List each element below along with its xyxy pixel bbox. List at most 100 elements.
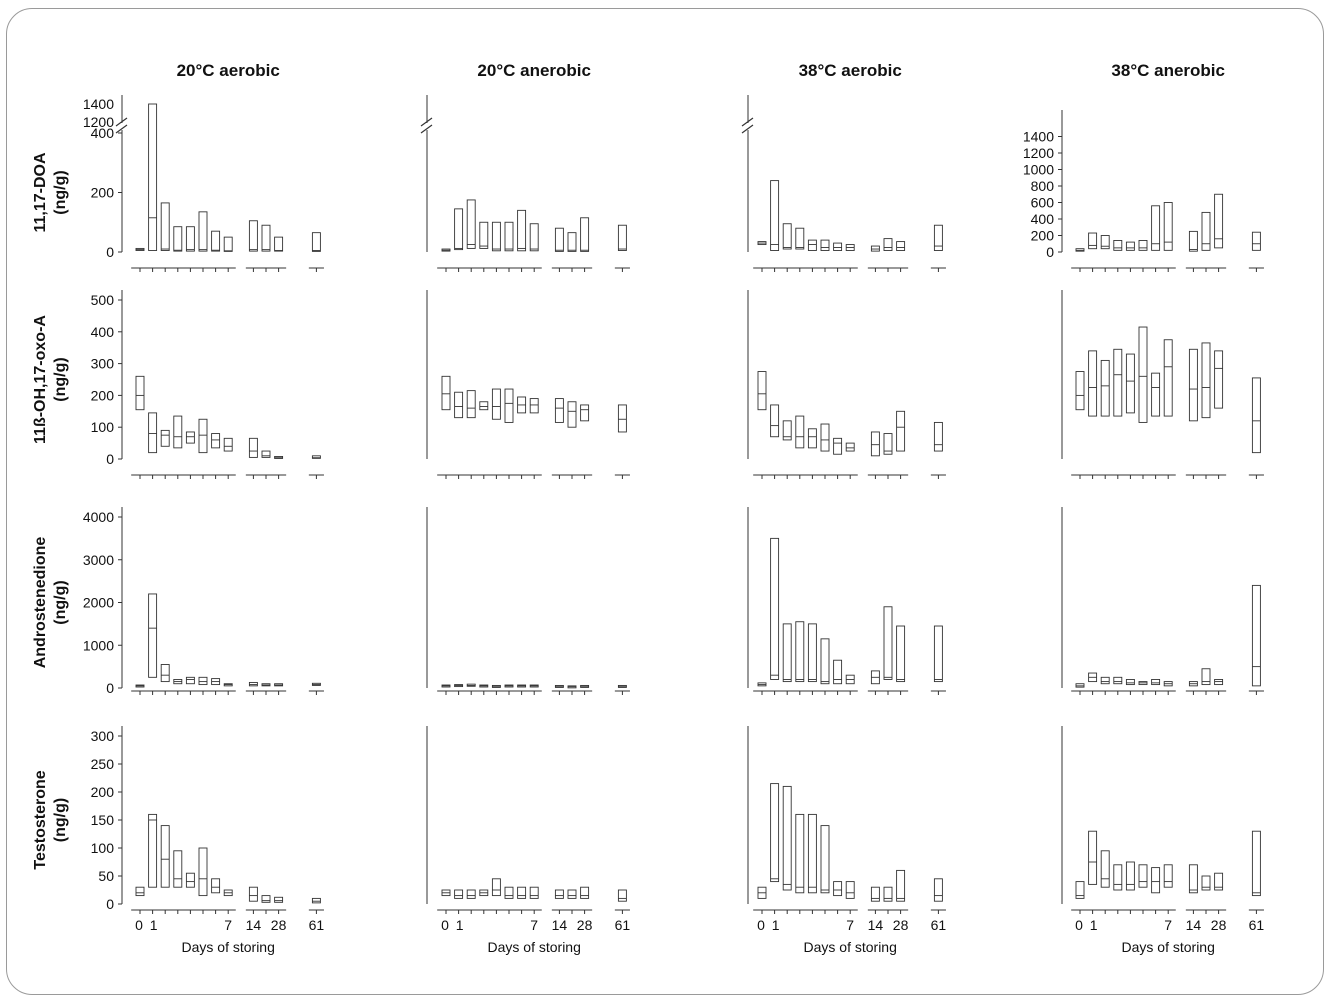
axis-break-mark-a-0 bbox=[115, 117, 128, 127]
y-tick-label: 600 bbox=[1031, 195, 1055, 211]
column-title-3: 38°C aerobic bbox=[799, 61, 902, 80]
box-day-7 bbox=[223, 437, 233, 452]
x-tick-label-7: 7 bbox=[530, 917, 538, 933]
box-day-1 bbox=[454, 208, 464, 251]
box-day-61 bbox=[311, 232, 321, 252]
box-day-0 bbox=[135, 886, 145, 897]
row-label-3-line-2: (ng/g) bbox=[52, 580, 69, 624]
box-day-5 bbox=[198, 676, 208, 686]
box-day-1 bbox=[1088, 232, 1098, 250]
x-tick-label-0: 0 bbox=[441, 917, 449, 933]
box-day-3 bbox=[1113, 348, 1123, 417]
x-tick-label-14: 14 bbox=[246, 917, 262, 933]
box-day-7 bbox=[529, 398, 539, 414]
box-day-28 bbox=[580, 886, 590, 899]
box-day-61 bbox=[933, 625, 943, 683]
row-label-1-line-2: (ng/g) bbox=[52, 170, 69, 214]
row-label-2-line-2: (ng/g) bbox=[52, 357, 69, 401]
x-axis-title: Days of storing bbox=[804, 939, 897, 955]
box-day-6 bbox=[517, 886, 527, 899]
box-day-21 bbox=[883, 433, 893, 455]
box-day-61 bbox=[933, 878, 943, 902]
row-label-1-line-1: 11,17-DOA bbox=[32, 152, 49, 232]
box-day-3 bbox=[173, 226, 183, 252]
box-day-6 bbox=[833, 242, 843, 251]
box-day-3 bbox=[795, 415, 805, 449]
box-day-2 bbox=[160, 429, 170, 447]
x-axis-title: Days of storing bbox=[1122, 939, 1215, 955]
x-tick-label-0: 0 bbox=[1075, 917, 1083, 933]
row-label-4-line-2: (ng/g) bbox=[52, 798, 69, 842]
box-day-6 bbox=[1151, 205, 1161, 251]
box-day-6 bbox=[1151, 867, 1161, 894]
box-day-21 bbox=[261, 450, 271, 458]
box-day-6 bbox=[833, 437, 843, 455]
box-day-1 bbox=[148, 813, 158, 888]
column-title-4: 38°C anerobic bbox=[1111, 61, 1225, 80]
box-day-2 bbox=[1100, 850, 1110, 888]
y-tick-label-break: 1400 bbox=[83, 96, 114, 112]
box-day-2 bbox=[160, 825, 170, 888]
column-title-2: 20°C anerobic bbox=[477, 61, 591, 80]
box-day-21 bbox=[1201, 875, 1211, 891]
y-tick-label: 200 bbox=[91, 185, 115, 201]
box-day-6 bbox=[1151, 372, 1161, 417]
x-tick-label-14: 14 bbox=[552, 917, 568, 933]
y-tick-label: 0 bbox=[1046, 244, 1054, 260]
x-tick-label-14: 14 bbox=[868, 917, 884, 933]
box-day-61 bbox=[933, 224, 943, 251]
box-day-5 bbox=[820, 638, 830, 685]
box-day-1 bbox=[770, 783, 780, 883]
box-day-5 bbox=[198, 211, 208, 252]
box-day-1 bbox=[148, 593, 158, 678]
box-day-61 bbox=[311, 897, 321, 904]
box-day-0 bbox=[1075, 881, 1085, 899]
box-day-4 bbox=[185, 431, 195, 444]
box-day-4 bbox=[1125, 353, 1135, 414]
box-day-28 bbox=[896, 869, 906, 902]
box-day-5 bbox=[198, 847, 208, 897]
y-tick-label: 0 bbox=[106, 896, 114, 912]
y-tick-label: 0 bbox=[106, 680, 114, 696]
box-day-6 bbox=[517, 209, 527, 252]
box-day-7 bbox=[223, 236, 233, 252]
box-day-4 bbox=[491, 388, 501, 420]
box-day-0 bbox=[135, 375, 145, 411]
box-day-4 bbox=[185, 872, 195, 888]
box-day-2 bbox=[1100, 235, 1110, 250]
box-day-0 bbox=[441, 375, 451, 411]
y-tick-label: 300 bbox=[91, 728, 115, 744]
box-day-28 bbox=[580, 404, 590, 422]
box-day-2 bbox=[466, 390, 476, 419]
x-tick-label-61: 61 bbox=[1249, 917, 1265, 933]
axis-break-mark-b-1 bbox=[420, 124, 433, 134]
box-day-14 bbox=[1188, 864, 1198, 894]
box-day-28 bbox=[896, 241, 906, 251]
y-tick-label: 1400 bbox=[1023, 129, 1054, 145]
y-tick-label: 50 bbox=[98, 868, 114, 884]
y-tick-label: 100 bbox=[91, 419, 115, 435]
box-day-61 bbox=[617, 889, 627, 902]
box-day-21 bbox=[883, 238, 893, 251]
box-day-4 bbox=[491, 878, 501, 897]
box-day-4 bbox=[807, 239, 817, 251]
box-day-3 bbox=[1113, 676, 1123, 685]
box-day-2 bbox=[782, 420, 792, 441]
figure-frame bbox=[6, 8, 1324, 995]
y-tick-label: 1000 bbox=[83, 637, 114, 653]
box-day-21 bbox=[567, 401, 577, 428]
box-day-3 bbox=[795, 227, 805, 250]
box-day-3 bbox=[1113, 864, 1123, 891]
box-day-21 bbox=[567, 889, 577, 899]
box-day-1 bbox=[1088, 350, 1098, 417]
x-tick-label-0: 0 bbox=[757, 917, 765, 933]
box-day-14 bbox=[554, 398, 564, 423]
y-tick-label: 0 bbox=[106, 451, 114, 467]
box-day-2 bbox=[160, 664, 170, 683]
box-day-21 bbox=[1201, 668, 1211, 686]
box-day-14 bbox=[1188, 230, 1198, 252]
box-day-3 bbox=[1113, 239, 1123, 251]
box-day-5 bbox=[504, 886, 514, 899]
y-tick-label: 1200 bbox=[1023, 145, 1054, 161]
box-day-7 bbox=[529, 886, 539, 899]
